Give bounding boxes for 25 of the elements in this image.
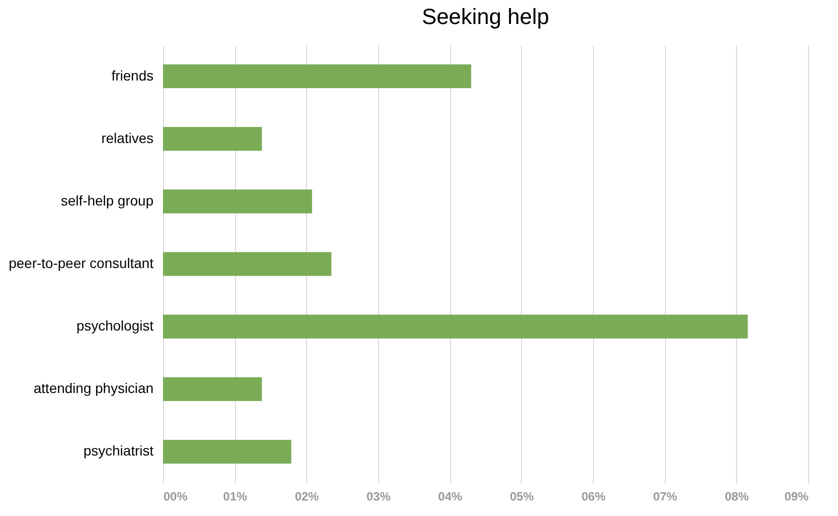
x-tick-label: 08%	[724, 490, 750, 504]
x-tick-label: 02%	[294, 490, 320, 504]
x-tick-label: 07%	[653, 490, 678, 504]
bar	[163, 314, 748, 338]
bar	[163, 252, 332, 276]
bar	[163, 377, 262, 402]
x-tick-label: 05%	[510, 490, 534, 504]
x-tick-label: 00%	[164, 490, 188, 504]
chart-title: Seeking help	[422, 4, 550, 29]
bar	[163, 440, 292, 464]
y-tick-label: self-help group	[60, 192, 154, 208]
x-tick-label: 04%	[438, 490, 462, 504]
x-tick-label: 01%	[223, 490, 248, 504]
y-tick-label: friends	[111, 67, 154, 84]
bar	[163, 190, 312, 214]
x-tick-label: 06%	[581, 490, 606, 504]
x-tick-label: 09%	[784, 490, 809, 504]
y-tick-label: attending physician	[34, 380, 154, 396]
x-tick-label: 03%	[366, 490, 391, 504]
y-tick-label: relatives	[101, 130, 154, 146]
y-tick-label: psychologist	[76, 318, 154, 334]
bar	[163, 64, 472, 88]
y-tick-label: psychiatrist	[83, 442, 154, 459]
bar	[163, 126, 262, 151]
y-tick-label: peer-to-peer consultant	[8, 255, 154, 271]
